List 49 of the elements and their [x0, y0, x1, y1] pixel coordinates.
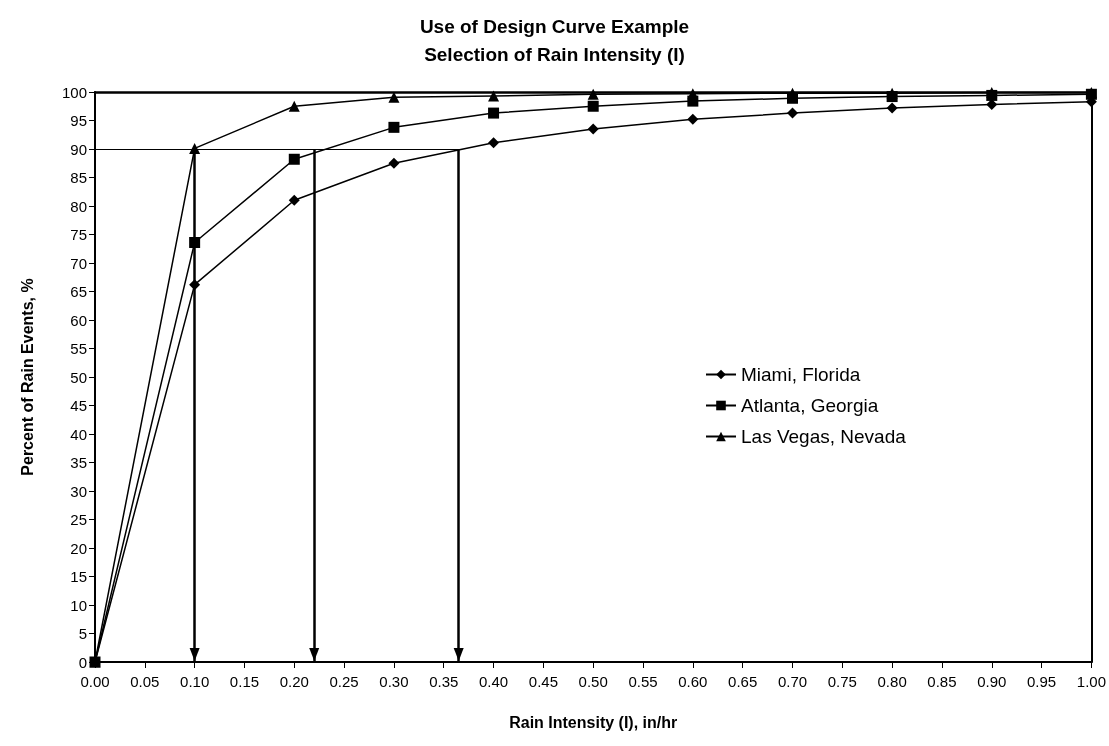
x-tick-label: 1.00 — [1076, 673, 1106, 690]
y-tick-label: 35 — [70, 454, 87, 471]
x-tick-label: 0.55 — [628, 673, 658, 690]
x-tick-label: 0.70 — [777, 673, 808, 690]
x-tick-label: 0.95 — [1026, 673, 1057, 690]
x-tick-label: 0.75 — [827, 673, 857, 690]
chart-subtitle: Selection of Rain Intensity (I) — [424, 44, 685, 65]
x-tick-label: 0.20 — [279, 673, 309, 690]
y-axis-title: Percent of Rain Events, % — [18, 278, 36, 476]
y-tick-label: 5 — [78, 625, 87, 642]
y-tick-label: 0 — [78, 653, 87, 671]
y-tick-label: 30 — [70, 482, 87, 500]
y-tick-label: 25 — [70, 511, 87, 528]
legend-label: Miami, Florida — [741, 364, 861, 385]
x-tick-label: 0.35 — [429, 673, 459, 690]
x-tick-label: 0.50 — [578, 673, 608, 690]
legend-label: Las Vegas, Nevada — [741, 426, 907, 447]
y-tick-label: 65 — [70, 283, 87, 300]
legend-label: Atlanta, Georgia — [741, 395, 879, 416]
y-tick-label: 55 — [70, 340, 87, 357]
y-tick-label: 90 — [70, 140, 87, 158]
y-tick-label: 70 — [70, 254, 87, 272]
x-tick-label: 0.85 — [927, 673, 957, 690]
x-tick-label: 0.60 — [678, 673, 708, 690]
y-tick-label: 100 — [61, 83, 87, 101]
x-tick-label: 0.15 — [229, 673, 260, 690]
x-tick-label: 0.90 — [977, 673, 1007, 690]
x-axis-title: Rain Intensity (I), in/hr — [509, 713, 678, 731]
y-tick-label: 60 — [70, 311, 87, 329]
x-tick-label: 0.10 — [180, 673, 210, 690]
x-tick-label: 0.80 — [877, 673, 907, 690]
y-tick-label: 20 — [70, 539, 87, 557]
y-tick-label: 80 — [70, 197, 87, 215]
y-tick-label: 45 — [70, 397, 87, 414]
x-tick-label: 0.30 — [379, 673, 409, 690]
y-tick-label: 15 — [70, 568, 87, 585]
x-tick-label: 0.05 — [130, 673, 160, 690]
x-tick-label: 0.40 — [478, 673, 509, 690]
y-tick-label: 85 — [70, 169, 87, 186]
chart-title: Use of Design Curve Example — [419, 16, 690, 37]
x-tick-label: 0.45 — [528, 673, 558, 690]
x-tick-label: 0.00 — [80, 673, 110, 690]
x-tick-label: 0.25 — [329, 673, 359, 690]
y-tick-label: 10 — [70, 596, 87, 614]
y-tick-label: 50 — [70, 368, 87, 386]
y-tick-label: 75 — [70, 226, 87, 243]
x-tick-label: 0.65 — [728, 673, 758, 690]
y-tick-label: 40 — [70, 425, 87, 443]
y-tick-label: 95 — [70, 112, 87, 129]
